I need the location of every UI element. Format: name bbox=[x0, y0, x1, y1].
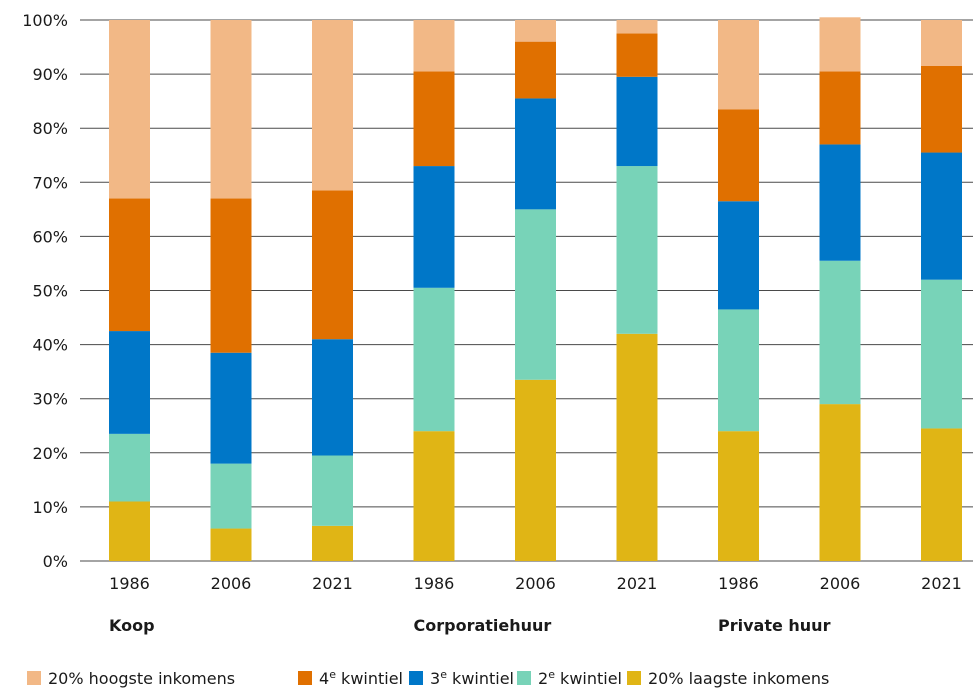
y-tick-label: 20% bbox=[32, 444, 68, 463]
y-tick-label: 40% bbox=[32, 336, 68, 355]
bar-segment bbox=[210, 20, 252, 199]
bar-segment bbox=[616, 20, 658, 34]
bar-segment bbox=[616, 33, 658, 77]
bar-segment bbox=[718, 309, 759, 432]
bar-segment bbox=[109, 331, 150, 434]
bar-segment bbox=[413, 166, 455, 288]
x-tick-label: 1986 bbox=[718, 574, 759, 593]
bar-segment bbox=[413, 71, 455, 167]
y-tick-label: 90% bbox=[32, 65, 68, 84]
x-axis-ticks: 1986 2006 2021 1986 2006 2021 1986 2006 2021 bbox=[109, 574, 962, 593]
bar-segment bbox=[312, 190, 353, 340]
bar-segment bbox=[413, 431, 455, 561]
group-label: Corporatiehuur bbox=[414, 616, 552, 635]
y-tick-label: 30% bbox=[32, 390, 68, 409]
bar-segment bbox=[109, 20, 150, 199]
bar-segment bbox=[515, 379, 556, 561]
bar-segment bbox=[210, 352, 252, 464]
bar-segment bbox=[616, 166, 658, 334]
bar-segment bbox=[312, 20, 353, 191]
bar-segment bbox=[210, 198, 252, 353]
legend-label: 20% laagste inkomens bbox=[648, 669, 829, 688]
legend-swatch bbox=[517, 671, 531, 685]
bar-segment bbox=[616, 333, 658, 561]
bar-segment bbox=[109, 198, 150, 332]
bar-segment bbox=[819, 404, 861, 561]
y-tick-label: 50% bbox=[32, 282, 68, 301]
legend-swatch bbox=[298, 671, 312, 685]
bar-segment bbox=[718, 20, 759, 110]
y-tick-label: 60% bbox=[32, 227, 68, 246]
bar-segment bbox=[921, 20, 962, 66]
group-label: Private huur bbox=[718, 616, 831, 635]
y-tick-label: 80% bbox=[32, 119, 68, 138]
bar-segment bbox=[312, 339, 353, 456]
bar-segment bbox=[921, 428, 962, 561]
legend-label: 3e kwintiel bbox=[430, 668, 514, 688]
y-tick-label: 10% bbox=[32, 498, 68, 517]
group-label: Koop bbox=[109, 616, 155, 635]
legend-swatch bbox=[627, 671, 641, 685]
bar-segment bbox=[413, 20, 455, 72]
x-tick-label: 1986 bbox=[109, 574, 150, 593]
legend-label: 4e kwintiel bbox=[319, 668, 403, 688]
bar-segment bbox=[819, 17, 861, 72]
legend-swatch bbox=[409, 671, 423, 685]
bar-segment bbox=[718, 431, 759, 561]
bar-segment bbox=[312, 455, 353, 526]
x-tick-label: 2021 bbox=[617, 574, 658, 593]
bars bbox=[109, 17, 962, 561]
bar-segment bbox=[515, 20, 556, 42]
x-tick-label: 2006 bbox=[515, 574, 556, 593]
bar-segment bbox=[819, 260, 861, 405]
bar-segment bbox=[921, 152, 962, 280]
bar-segment bbox=[210, 528, 252, 561]
bar-segment bbox=[515, 98, 556, 210]
x-tick-label: 1986 bbox=[414, 574, 455, 593]
bar-segment bbox=[718, 109, 759, 202]
legend-label: 20% hoogste inkomens bbox=[48, 669, 235, 688]
bar-segment bbox=[515, 41, 556, 99]
bar-segment bbox=[819, 144, 861, 261]
y-tick-label: 0% bbox=[43, 552, 68, 571]
bar-segment bbox=[819, 71, 861, 145]
x-tick-label: 2006 bbox=[211, 574, 252, 593]
bar-segment bbox=[921, 65, 962, 153]
bar-segment bbox=[413, 287, 455, 432]
bar-segment bbox=[109, 433, 150, 502]
group-labels: Koop Corporatiehuur Private huur bbox=[109, 616, 831, 635]
legend: 20% hoogste inkomens 4e kwintiel 3e kwinti… bbox=[27, 668, 829, 688]
y-tick-label: 100% bbox=[22, 11, 68, 30]
legend-swatch bbox=[27, 671, 41, 685]
y-axis-ticks: 0% 10% 20% 30% 40% 50% 60% 70% 80% 90% 100% bbox=[22, 11, 68, 571]
bar-segment bbox=[718, 201, 759, 310]
x-tick-label: 2006 bbox=[820, 574, 861, 593]
legend-label: 2e kwintiel bbox=[538, 668, 622, 688]
bar-segment bbox=[312, 525, 353, 561]
bar-segment bbox=[515, 209, 556, 380]
bar-segment bbox=[921, 279, 962, 429]
x-tick-label: 2021 bbox=[312, 574, 353, 593]
bar-segment bbox=[616, 76, 658, 167]
x-tick-label: 2021 bbox=[921, 574, 962, 593]
bar-segment bbox=[210, 463, 252, 529]
y-tick-label: 70% bbox=[32, 173, 68, 192]
bar-segment bbox=[109, 501, 150, 561]
